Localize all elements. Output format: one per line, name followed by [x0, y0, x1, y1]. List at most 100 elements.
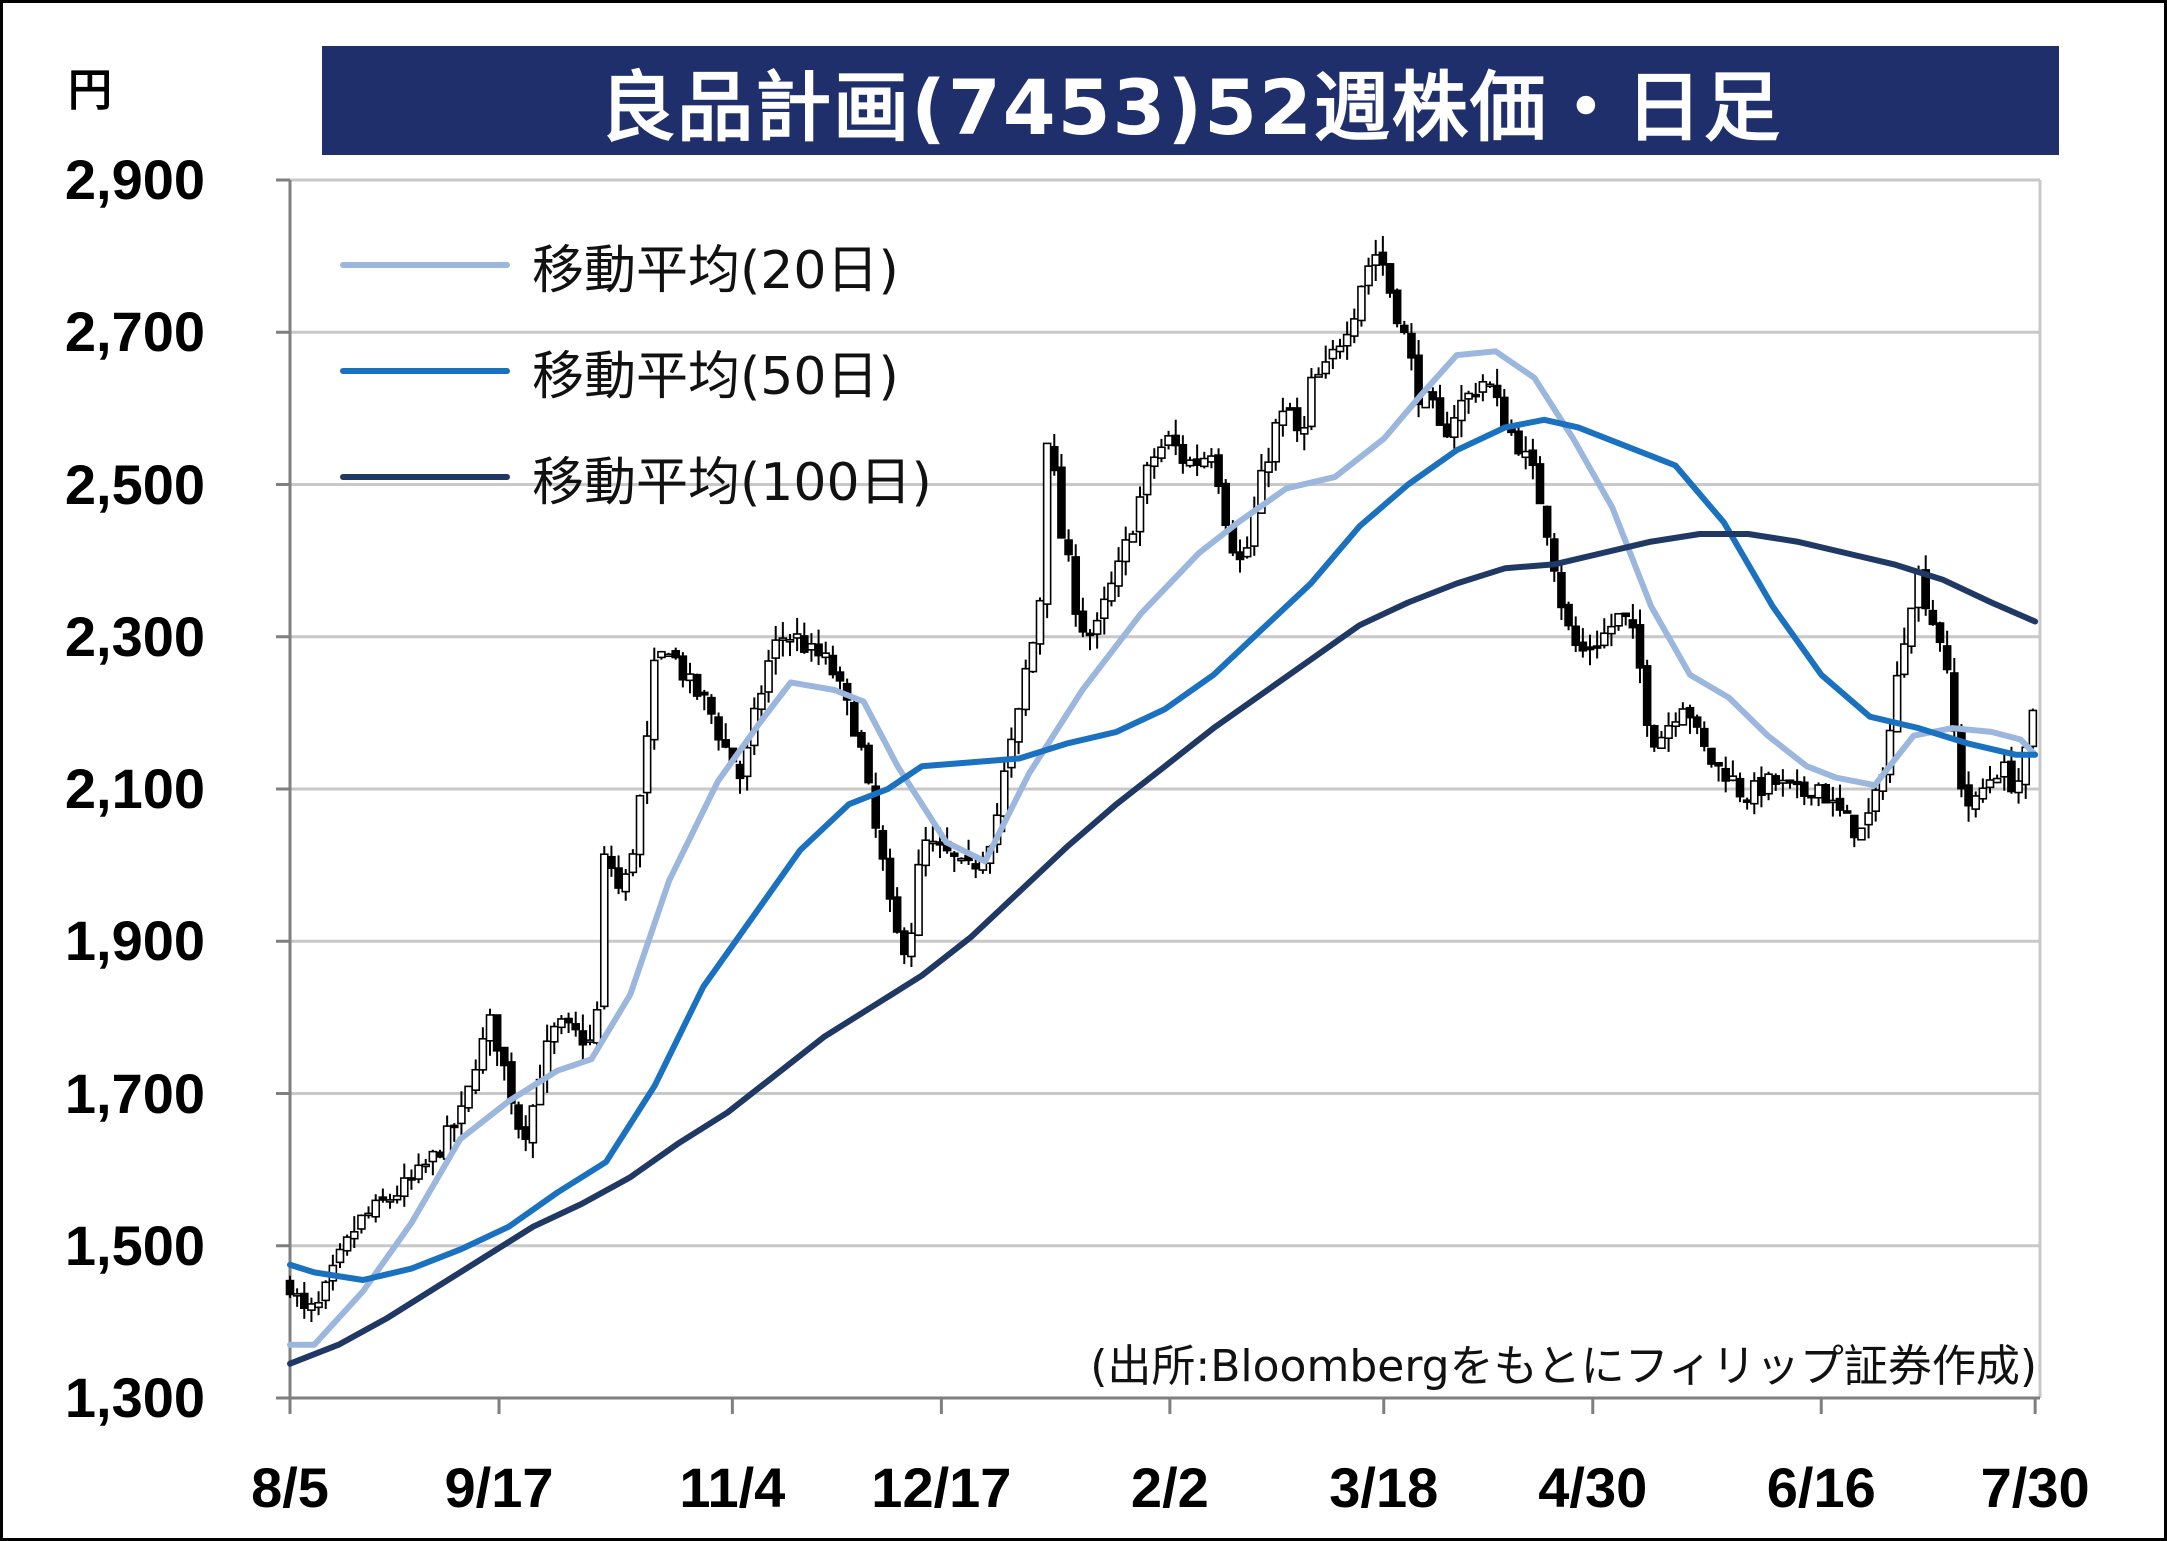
candle-body — [1328, 348, 1338, 360]
series-line-0 — [287, 348, 2039, 1348]
y-tick-label: 2,500 — [64, 452, 205, 516]
candle-body — [1835, 797, 1845, 811]
y-axis-unit: 円 — [68, 65, 112, 116]
candle-body — [1614, 612, 1623, 627]
candle-body — [999, 770, 1009, 817]
x-tick-label: 12/17 — [871, 1456, 1012, 1519]
candle-body — [671, 650, 681, 659]
candle-body — [714, 716, 723, 741]
candle-body — [1292, 407, 1302, 432]
candle-body — [457, 1105, 466, 1125]
candle-body — [1442, 423, 1452, 438]
legend-label: 移動平均(20日) — [532, 240, 899, 301]
candle-body — [764, 660, 773, 693]
candle-body — [578, 1030, 588, 1046]
candle-body — [414, 1164, 423, 1180]
candle-body — [1349, 318, 1359, 337]
candle-body — [1307, 376, 1316, 428]
candle-body — [1707, 747, 1716, 765]
candle-body — [1871, 789, 1881, 812]
candle-body — [435, 1151, 445, 1158]
candle-body — [885, 857, 895, 900]
candle-body — [1314, 373, 1323, 378]
candle-body — [1078, 610, 1088, 633]
candle-body — [1399, 324, 1409, 333]
legend-swatch — [340, 474, 510, 480]
candle-body — [635, 794, 645, 856]
candle-body — [521, 1126, 531, 1140]
candle-body — [1192, 458, 1202, 467]
candle-body — [1164, 435, 1173, 446]
x-tick-label: 8/5 — [251, 1456, 329, 1519]
legend-item: 移動平均(50日) — [340, 331, 899, 411]
candle-body — [1221, 482, 1231, 526]
candle-body — [1092, 619, 1102, 635]
candle-body — [1435, 397, 1445, 426]
x-tick-label: 11/4 — [679, 1456, 786, 1519]
candle-body — [2014, 780, 2023, 794]
candle-body — [957, 857, 966, 862]
candle-body — [699, 691, 709, 696]
candle-body — [492, 1014, 502, 1052]
candle-body — [785, 638, 795, 643]
candle-body — [628, 853, 638, 874]
candle-body — [321, 1281, 331, 1302]
candle-body — [357, 1214, 366, 1230]
candle-body — [1564, 603, 1573, 627]
candle-body — [1392, 289, 1402, 325]
candle-body — [1807, 794, 1816, 799]
y-tick-label: 2,300 — [64, 604, 205, 668]
candle-body — [1278, 410, 1288, 427]
candle-body — [1771, 775, 1781, 785]
candle-body — [1921, 569, 1931, 610]
candle-body — [1999, 761, 2009, 778]
candle-body — [342, 1236, 352, 1252]
y-tick-label: 2,700 — [64, 300, 205, 364]
candle-body — [792, 633, 802, 639]
candle-body — [1599, 632, 1609, 647]
candle-body — [2028, 709, 2038, 748]
candle-body — [1042, 442, 1052, 605]
candle-body — [621, 873, 631, 893]
candle-body — [892, 896, 902, 933]
candle-body — [1757, 776, 1766, 796]
candle-body — [478, 1038, 488, 1071]
candle-body — [314, 1301, 323, 1309]
candle-body — [507, 1061, 516, 1104]
candle-body — [1857, 827, 1866, 841]
candle-body — [1107, 582, 1116, 602]
candle-body — [1271, 422, 1281, 463]
candle-body — [1285, 407, 1295, 411]
chart-title: 良品計画(7453)52週株価・日足 — [322, 46, 2059, 155]
candle-body — [1049, 446, 1059, 472]
legend-swatch — [340, 368, 510, 374]
candle-body — [1678, 708, 1688, 726]
x-tick-label: 3/18 — [1329, 1456, 1439, 1519]
candle-body — [1964, 784, 1973, 807]
candle-body — [1449, 417, 1459, 438]
chart-title-text: 良品計画(7453)52週株価・日足 — [599, 62, 1782, 152]
candle-body — [1199, 457, 1209, 468]
candle-body — [678, 655, 688, 681]
candle-body — [299, 1292, 309, 1310]
y-tick-label: 1,900 — [64, 909, 205, 973]
candle-body — [1492, 384, 1502, 399]
candle-body — [1135, 496, 1145, 533]
series-line-2 — [287, 531, 2039, 1367]
candle-body — [1064, 539, 1073, 556]
candle-body — [1157, 446, 1166, 459]
candle-body — [1899, 643, 1909, 676]
candle-body — [649, 659, 659, 741]
candle-body — [614, 867, 623, 889]
candle-body — [814, 643, 823, 657]
candle-body — [1578, 641, 1588, 652]
candle-body — [878, 829, 888, 860]
candle-body — [1471, 393, 1481, 398]
candle-body — [642, 735, 652, 794]
candle-body — [828, 654, 838, 676]
candle-body — [1542, 505, 1552, 538]
candle-body — [1364, 265, 1373, 287]
candle-body — [1849, 814, 1859, 839]
candle-body — [378, 1196, 388, 1201]
candle-body — [499, 1046, 509, 1067]
